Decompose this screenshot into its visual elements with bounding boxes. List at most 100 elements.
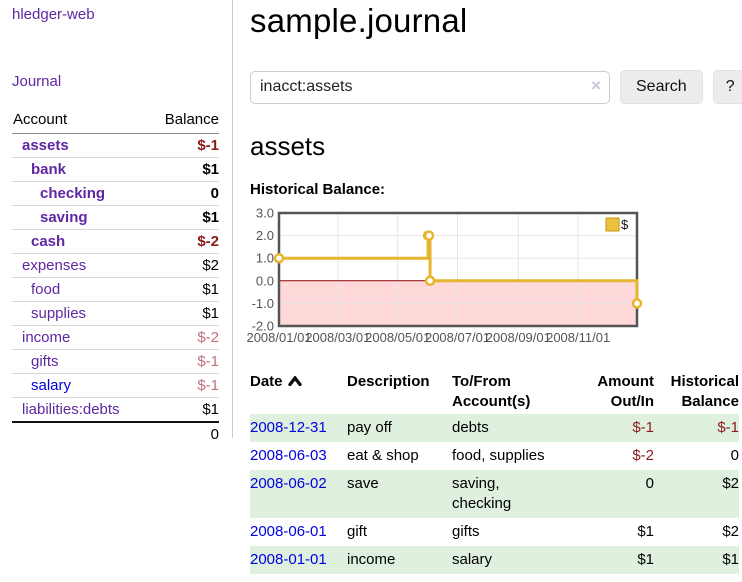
legend-swatch (605, 217, 620, 232)
svg-text:-1.0: -1.0 (252, 296, 274, 311)
svg-text:2008/09/01: 2008/09/01 (486, 330, 551, 345)
transaction-date-link[interactable]: 2008-06-01 (250, 523, 327, 540)
transaction-row: 2008-06-03 eat & shop food, supplies $-2 0 (250, 442, 739, 470)
account-row: assets $-1 (12, 134, 219, 158)
account-link[interactable]: food (31, 281, 61, 298)
account-row: saving $1 (12, 205, 219, 230)
transaction-date-link[interactable]: 2008-01-01 (250, 551, 327, 568)
account-row: income $-2 (12, 325, 219, 350)
transaction-row: 2008-01-01 income salary $1 $1 (250, 546, 739, 574)
transaction-row: 2008-06-02 save saving, checking 0 $2 (250, 470, 739, 518)
transaction-date-link[interactable]: 2008-06-02 (250, 475, 327, 492)
account-row: bank $1 (12, 157, 219, 182)
account-link[interactable]: bank (31, 161, 67, 178)
account-row: salary $-1 (12, 373, 219, 398)
account-balance: 0 (148, 181, 219, 206)
search-bar: × Search ? (250, 70, 742, 104)
help-button[interactable]: ? (712, 70, 742, 104)
account-balance: $-1 (148, 373, 219, 398)
accounts-total-value: 0 (148, 421, 219, 446)
transaction-description: eat & shop (347, 447, 419, 464)
transaction-amount: 0 (645, 475, 654, 492)
account-link[interactable]: assets (22, 137, 69, 154)
transaction-accounts: gifts (452, 523, 480, 540)
transaction-balance: $1 (722, 551, 739, 568)
search-button[interactable]: Search (620, 70, 703, 104)
account-balance: $1 (148, 397, 219, 422)
transaction-balance: 0 (730, 447, 739, 464)
transaction-balance: $2 (722, 475, 739, 492)
transaction-date-link[interactable]: 2008-06-03 (250, 447, 327, 464)
transaction-balance: $2 (722, 523, 739, 540)
account-balance: $1 (148, 205, 219, 230)
clear-search-icon[interactable]: × (591, 75, 601, 95)
svg-text:2008/03/01: 2008/03/01 (305, 330, 370, 345)
svg-text:2008/07/01: 2008/07/01 (425, 330, 490, 345)
svg-text:-2.0: -2.0 (252, 319, 274, 334)
svg-text:2008/01/01: 2008/01/01 (246, 330, 311, 345)
page-title: sample.journal (250, 2, 468, 39)
register-header-historical: Historical Balance (670, 373, 739, 410)
account-link[interactable]: expenses (22, 257, 87, 274)
account-balance: $-1 (197, 137, 219, 154)
account-link[interactable]: liabilities:debts (22, 401, 120, 418)
transaction-row: 2008-06-01 gift gifts $1 $2 (250, 518, 739, 546)
transaction-accounts: food, supplies (452, 447, 545, 464)
svg-text:2008/11/01: 2008/11/01 (546, 330, 610, 345)
accounts-table: Account Balance assets $-1 bank $1 checking 0… (12, 107, 219, 446)
chart-label: Historical Balance: (250, 181, 386, 198)
svg-text:2008/05/01: 2008/05/01 (365, 330, 430, 345)
register-table: Date Description To/From Account(s) Amount Ou… (250, 370, 739, 574)
accounts-total-spacer (12, 421, 149, 446)
sidebar-item-journal[interactable]: Journal (12, 73, 62, 90)
transaction-description: save (347, 475, 379, 492)
account-link[interactable]: salary (31, 377, 72, 394)
account-link[interactable]: supplies (31, 305, 87, 322)
main-content: sample.journal × Search ? assets Histori… (233, 0, 742, 574)
account-balance: $1 (148, 277, 219, 302)
register-header-amount: Amount Out/In (597, 373, 654, 410)
search-input[interactable] (250, 70, 610, 104)
account-link[interactable]: gifts (31, 353, 59, 370)
account-row: liabilities:debts $1 (12, 397, 219, 422)
account-link[interactable]: saving (40, 209, 88, 226)
svg-text:0.0: 0.0 (256, 273, 274, 288)
register-header-date[interactable]: Date (250, 370, 347, 414)
register-header-tofrom: To/From Account(s) (452, 373, 531, 410)
account-link[interactable]: cash (31, 233, 66, 250)
transaction-amount: $-2 (632, 447, 654, 464)
transaction-description: pay off (347, 419, 392, 436)
account-row: gifts $-1 (12, 349, 219, 374)
account-balance: $-2 (148, 229, 219, 254)
account-link[interactable]: checking (40, 185, 106, 202)
accounts-header-balance: Balance (148, 107, 219, 134)
brand-link[interactable]: hledger-web (12, 6, 95, 23)
transaction-accounts: salary (452, 551, 493, 568)
transaction-amount: $1 (637, 551, 654, 568)
svg-text:1.0: 1.0 (256, 251, 274, 266)
transaction-description: income (347, 551, 396, 568)
transaction-row: 2008-12-31 pay off debts $-1 $-1 (250, 414, 739, 442)
svg-text:2.0: 2.0 (256, 228, 274, 243)
svg-text:3.0: 3.0 (256, 206, 274, 221)
account-row: expenses $2 (12, 253, 219, 278)
sort-asc-icon (287, 375, 302, 387)
account-balance: $1 (148, 301, 219, 326)
account-balance: $-1 (148, 349, 219, 374)
account-row: supplies $1 (12, 301, 219, 326)
account-balance: $2 (148, 253, 219, 278)
transaction-accounts: saving, checking (452, 475, 512, 512)
accounts-total-row: 0 (12, 421, 219, 446)
account-balance: $-2 (148, 325, 219, 350)
historical-balance-chart[interactable]: $3.0 2.0 1.0 0.0 -1.0 -2.02008/01/012008/03/0… (246, 205, 670, 347)
account-link[interactable]: income (22, 329, 71, 346)
transaction-accounts: debts (452, 419, 489, 436)
account-title: assets (250, 131, 326, 161)
account-row: cash $-2 (12, 229, 219, 254)
accounts-header-account: Account (12, 107, 149, 134)
transaction-date-link[interactable]: 2008-12-31 (250, 419, 327, 436)
sidebar: hledger-web Journal Account Balance asse… (0, 0, 233, 446)
transaction-amount: $1 (637, 523, 654, 540)
transaction-balance: $-1 (717, 419, 739, 436)
